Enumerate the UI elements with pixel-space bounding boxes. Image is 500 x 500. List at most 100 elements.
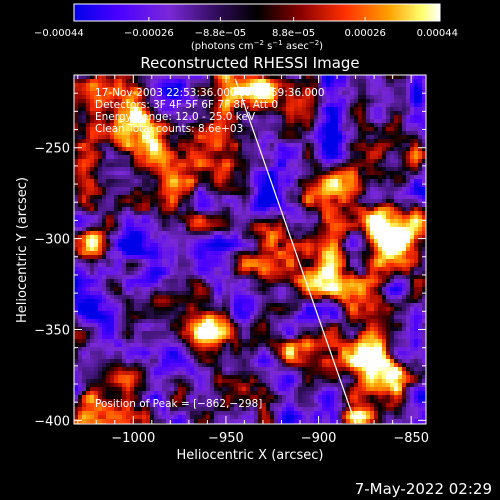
heatmap-cell [274,163,279,168]
heatmap-cell [350,91,355,96]
heatmap-cell [282,79,287,84]
heatmap-cell [74,75,79,80]
heatmap-cell [262,167,267,172]
heatmap-cell [82,231,87,236]
heatmap-cell [74,79,79,84]
heatmap-cell [158,195,163,200]
heatmap-cell [98,111,103,116]
heatmap-cell [134,267,139,272]
heatmap-cell [330,103,335,108]
heatmap-cell [314,215,319,220]
heatmap-cell [294,291,299,296]
heatmap-cell [390,163,395,168]
heatmap-cell [362,267,367,272]
heatmap-cell [78,139,83,144]
heatmap-cell [102,291,107,296]
heatmap-cell [218,295,223,300]
heatmap-cell [286,79,291,84]
heatmap-cell [390,247,395,252]
heatmap-cell [422,187,426,192]
heatmap-cell [362,231,367,236]
heatmap-cell [382,223,387,228]
heatmap-cell [278,243,283,248]
heatmap-cell [142,131,147,136]
heatmap-cell [386,171,391,176]
heatmap-cell [322,271,327,276]
heatmap-cell [390,231,395,236]
heatmap-cell [298,239,303,244]
heatmap-cell [274,283,279,288]
heatmap-cell [126,291,131,296]
heatmap-cell [414,283,419,288]
heatmap-cell [302,207,307,212]
heatmap-cell [82,251,87,256]
heatmap-cell [410,95,415,100]
heatmap-cell [302,99,307,104]
heatmap-cell [374,147,379,152]
heatmap-cell [142,207,147,212]
heatmap-cell [394,143,399,148]
heatmap-cell [406,191,411,196]
heatmap-cell [302,111,307,116]
heatmap-cell [374,203,379,208]
heatmap-cell [374,167,379,172]
heatmap-cell [398,131,403,136]
heatmap-cell [234,87,239,92]
heatmap-cell [94,275,99,280]
heatmap-cell [122,111,127,116]
heatmap-cell [358,251,363,256]
heatmap-cell [194,203,199,208]
heatmap-cell [74,131,79,136]
heatmap-cell [166,211,171,216]
heatmap-cell [390,195,395,200]
heatmap-cell [334,255,339,260]
heatmap-cell [262,131,267,136]
heatmap-cell [298,235,303,240]
heatmap-cell [394,231,399,236]
heatmap-cell [202,75,207,80]
heatmap-cell [298,219,303,224]
heatmap-cell [354,183,359,188]
heatmap-cell [154,295,159,300]
heatmap-cell [230,215,235,220]
heatmap-cell [246,283,251,288]
heatmap-cell [418,79,423,84]
heatmap-cell [402,159,407,164]
heatmap-cell [158,99,163,104]
heatmap-cell [422,243,426,248]
heatmap-cell [86,115,91,120]
heatmap-cell [106,103,111,108]
heatmap-cell [390,147,395,152]
heatmap-cell [226,255,231,260]
heatmap-cell [398,147,403,152]
heatmap-cell [262,151,267,156]
heatmap-cell [106,111,111,116]
heatmap-cell [314,227,319,232]
heatmap-cell [222,119,227,124]
heatmap-cell [374,247,379,252]
heatmap-cell [210,91,215,96]
heatmap-cell [98,219,103,224]
heatmap-cell [222,187,227,192]
heatmap-cell [322,151,327,156]
heatmap-cell [150,135,155,140]
heatmap-cell [234,239,239,244]
heatmap-cell [378,119,383,124]
heatmap-cell [222,283,227,288]
heatmap-cell [166,111,171,116]
heatmap-cell [182,215,187,220]
heatmap-cell [226,135,231,140]
heatmap-cell [138,147,143,152]
heatmap-cell [238,171,243,176]
heatmap-cell [226,227,231,232]
heatmap-cell [214,171,219,176]
heatmap-cell [302,283,307,288]
heatmap-cell [366,187,371,192]
heatmap-cell [398,159,403,164]
heatmap-cell [170,251,175,256]
heatmap-cell [386,231,391,236]
heatmap-cell [122,267,127,272]
heatmap-cell [258,215,263,220]
heatmap-cell [270,139,275,144]
heatmap-cell [102,215,107,220]
